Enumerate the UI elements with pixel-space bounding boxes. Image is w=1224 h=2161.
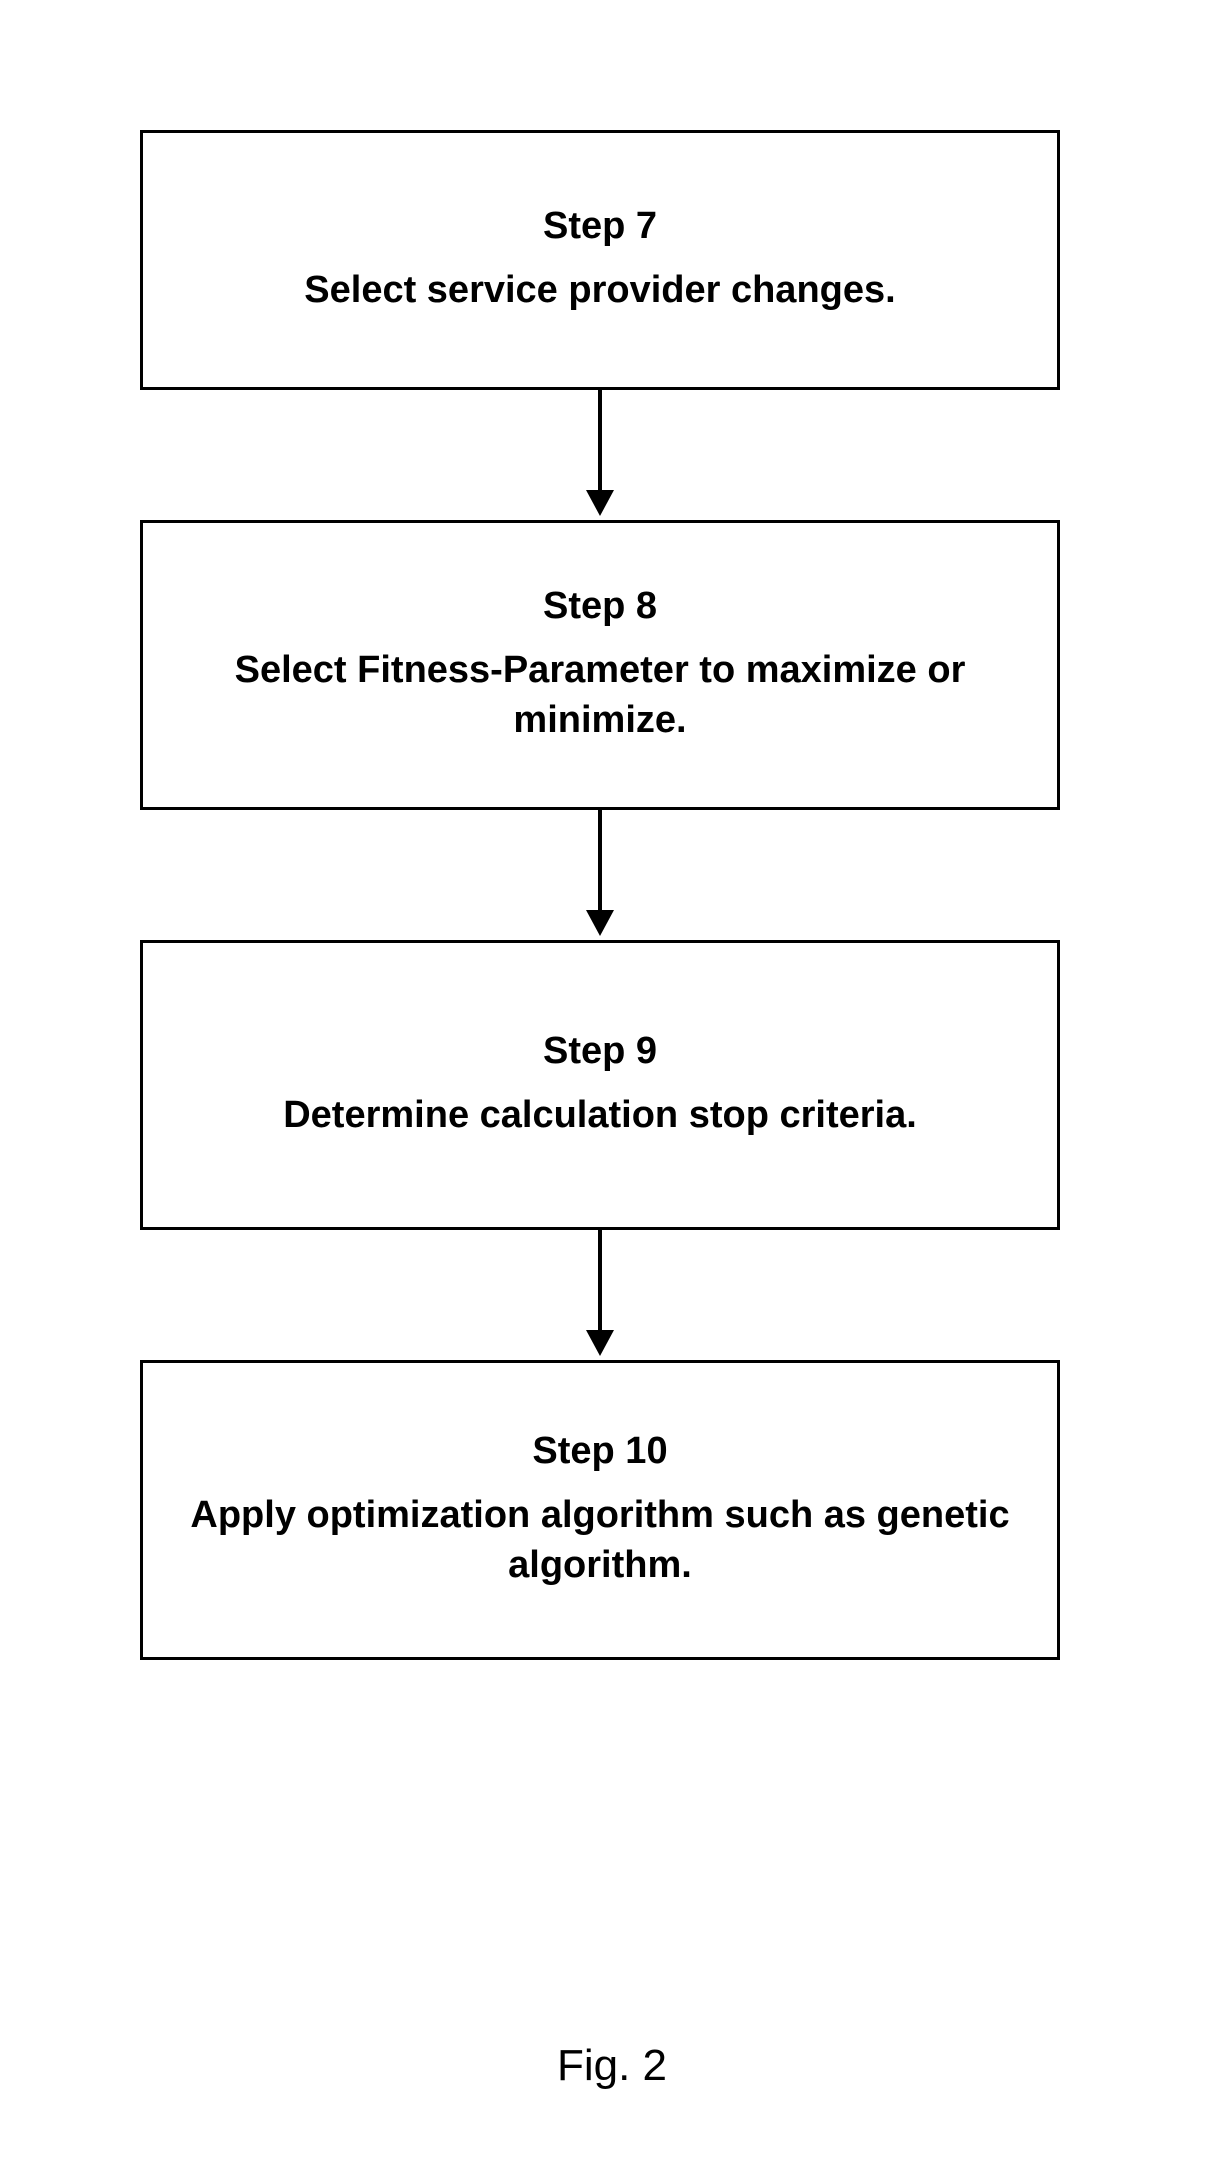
arrow-connector-3: [586, 1230, 614, 1360]
arrow-line-1: [598, 390, 602, 490]
step-box-9: Step 9 Determine calculation stop criter…: [140, 940, 1060, 1230]
arrow-line-3: [598, 1230, 602, 1330]
arrow-head-3: [586, 1330, 614, 1356]
flowchart-container: Step 7 Select service provider changes. …: [140, 130, 1060, 1660]
arrow-head-2: [586, 910, 614, 936]
step-box-10: Step 10 Apply optimization algorithm suc…: [140, 1360, 1060, 1660]
arrow-connector-2: [586, 810, 614, 940]
step-description-9: Determine calculation stop criteria.: [283, 1091, 917, 1140]
arrow-head-1: [586, 490, 614, 516]
arrow-line-2: [598, 810, 602, 910]
step-title-10: Step 10: [532, 1430, 667, 1473]
step-box-7: Step 7 Select service provider changes.: [140, 130, 1060, 390]
step-description-10: Apply optimization algorithm such as gen…: [183, 1491, 1017, 1590]
step-box-8: Step 8 Select Fitness-Parameter to maxim…: [140, 520, 1060, 810]
step-description-7: Select service provider changes.: [304, 266, 895, 315]
step-title-7: Step 7: [543, 205, 657, 248]
step-title-9: Step 9: [543, 1030, 657, 1073]
step-description-8: Select Fitness-Parameter to maximize or …: [183, 646, 1017, 745]
arrow-connector-1: [586, 390, 614, 520]
step-title-8: Step 8: [543, 585, 657, 628]
figure-caption: Fig. 2: [557, 2041, 667, 2091]
